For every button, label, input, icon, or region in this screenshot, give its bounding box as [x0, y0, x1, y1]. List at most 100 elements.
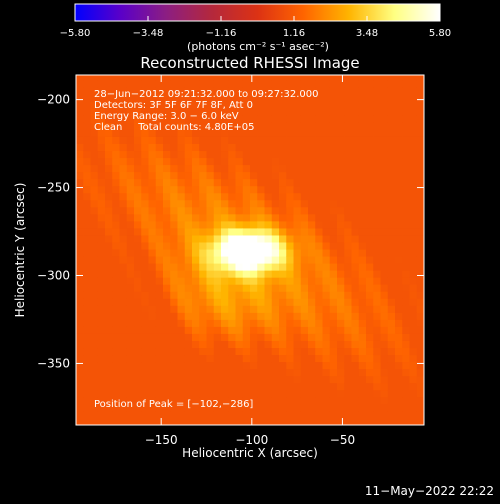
heatmap-cell: [380, 298, 389, 306]
heatmap-cell: [192, 319, 200, 327]
heatmap-cell: [155, 94, 164, 102]
heatmap-cell: [134, 164, 142, 173]
heatmap-cell: [163, 389, 171, 398]
heatmap-cell: [315, 375, 323, 384]
heatmap-cell: [380, 375, 389, 384]
heatmap-cell: [235, 256, 244, 264]
heatmap-cell: [141, 396, 149, 405]
heatmap-cell: [264, 403, 273, 412]
heatmap-cell: [213, 157, 222, 166]
heatmap-cell: [170, 347, 178, 356]
heatmap-cell: [206, 75, 215, 81]
heatmap-cell: [358, 228, 367, 236]
heatmap-cell: [264, 143, 273, 152]
heatmap-cell: [83, 115, 91, 123]
heatmap-cell: [271, 192, 280, 201]
heatmap-cell: [271, 382, 280, 391]
heatmap-cell: [192, 312, 200, 320]
heatmap-cell: [163, 382, 171, 391]
heatmap-cell: [358, 129, 367, 137]
heatmap-cell: [387, 143, 396, 152]
heatmap-cell: [250, 291, 258, 299]
heatmap-cell: [271, 277, 280, 285]
heatmap-cell: [293, 80, 302, 88]
heatmap-cell: [213, 305, 222, 313]
heatmap-cell: [177, 115, 186, 123]
heatmap-cell: [76, 333, 84, 341]
heatmap-cell: [97, 143, 106, 152]
heatmap-cell: [184, 192, 193, 201]
heatmap-cell: [112, 171, 120, 180]
heatmap-cell: [163, 305, 171, 313]
heatmap-cell: [184, 305, 193, 313]
heatmap-cell: [373, 305, 381, 313]
heatmap-cell: [373, 213, 381, 222]
heatmap-cell: [416, 178, 424, 187]
heatmap-cell: [97, 382, 106, 391]
heatmap-cell: [409, 354, 418, 363]
heatmap-cell: [119, 101, 128, 109]
heatmap-cell: [119, 178, 128, 187]
heatmap-cell: [358, 417, 367, 425]
heatmap-cell: [112, 389, 120, 398]
heatmap-cell: [395, 108, 403, 116]
heatmap-cells: [76, 75, 424, 425]
heatmap-cell: [83, 396, 91, 405]
heatmap-cell: [97, 256, 106, 264]
heatmap-cell: [206, 178, 215, 187]
heatmap-cell: [97, 361, 106, 370]
heatmap-cell: [344, 136, 352, 144]
heatmap-cell: [322, 298, 331, 306]
heatmap-cell: [416, 354, 424, 363]
heatmap-cell: [170, 270, 178, 278]
heatmap-cell: [76, 326, 84, 334]
heatmap-cell: [257, 284, 265, 292]
heatmap-cell: [250, 115, 258, 123]
heatmap-cell: [90, 242, 99, 250]
heatmap-cell: [112, 326, 120, 334]
heatmap-cell: [344, 249, 352, 257]
heatmap-cell: [337, 291, 345, 299]
heatmap-cell: [119, 305, 128, 313]
heatmap-cell: [141, 228, 149, 236]
heatmap-cell: [97, 75, 106, 81]
heatmap-cell: [373, 185, 381, 194]
heatmap-cell: [235, 220, 244, 229]
heatmap-cell: [293, 171, 302, 180]
heatmap-cell: [337, 94, 345, 102]
heatmap-cell: [373, 178, 381, 187]
heatmap-cell: [148, 347, 157, 356]
heatmap-cell: [279, 143, 287, 152]
heatmap-cell: [199, 157, 207, 166]
heatmap-cell: [358, 164, 367, 173]
heatmap-cell: [155, 354, 164, 363]
heatmap-cell: [257, 228, 265, 236]
heatmap-cell: [264, 340, 273, 349]
heatmap-cell: [322, 347, 331, 356]
heatmap-cell: [300, 249, 309, 257]
heatmap-cell: [126, 263, 135, 271]
heatmap-cell: [228, 347, 236, 356]
heatmap-cell: [192, 396, 200, 405]
heatmap-cell: [402, 396, 410, 405]
heatmap-cell: [257, 361, 265, 370]
heatmap-cell: [300, 150, 309, 159]
heatmap-cell: [322, 150, 331, 159]
heatmap-cell: [293, 213, 302, 222]
heatmap-cell: [387, 410, 396, 419]
heatmap-cell: [148, 171, 157, 180]
heatmap-cell: [416, 136, 424, 144]
heatmap-cell: [163, 164, 171, 173]
heatmap-cell: [141, 75, 149, 81]
heatmap-cell: [300, 270, 309, 278]
heatmap-cell: [97, 228, 106, 236]
heatmap-cell: [83, 347, 91, 356]
heatmap-cell: [322, 213, 331, 222]
heatmap-cell: [387, 256, 396, 264]
heatmap-cell: [366, 396, 374, 405]
heatmap-cell: [163, 396, 171, 405]
heatmap-cell: [134, 249, 142, 257]
heatmap-cell: [271, 206, 280, 215]
heatmap-cell: [119, 354, 128, 363]
heatmap-cell: [416, 291, 424, 299]
